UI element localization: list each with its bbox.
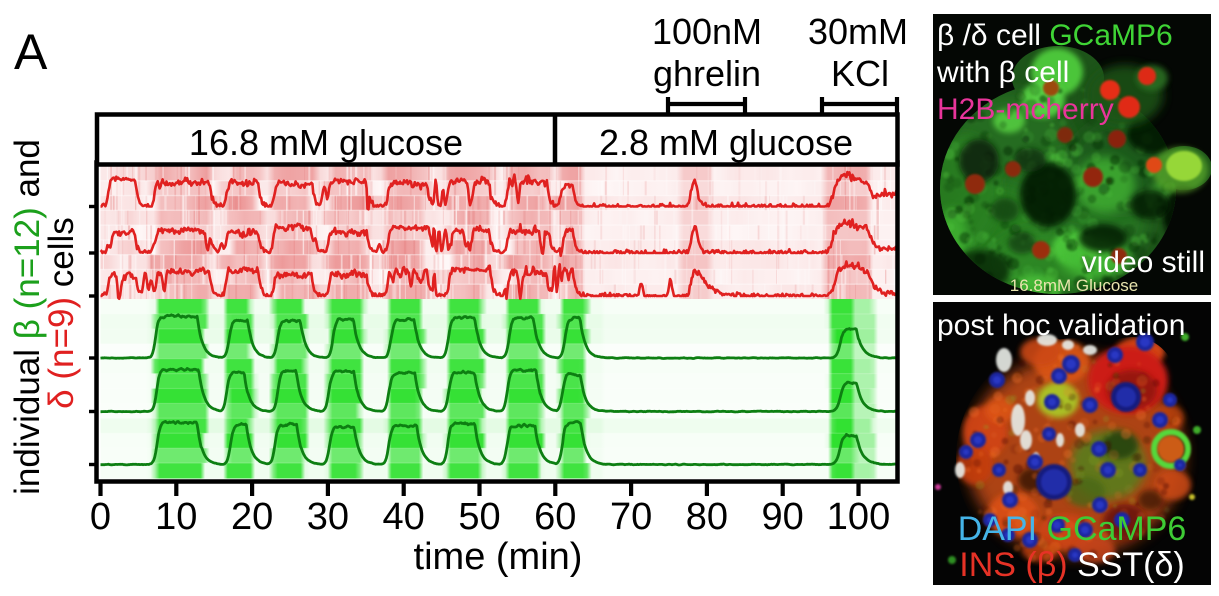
- svg-text:100: 100: [827, 496, 890, 538]
- svg-text:80: 80: [686, 496, 728, 538]
- svg-text:20: 20: [231, 496, 273, 538]
- svg-text:100nM: 100nM: [652, 11, 762, 52]
- svg-text:10: 10: [155, 496, 197, 538]
- svg-text:DAPI GCaMP6: DAPI GCaMP6: [958, 510, 1187, 548]
- svg-text:time (min): time (min): [414, 536, 583, 578]
- svg-text:H2B-mcherry: H2B-mcherry: [937, 93, 1114, 126]
- svg-text:30mM: 30mM: [808, 11, 908, 52]
- svg-text:A: A: [14, 24, 48, 80]
- svg-text:INS (β) SST(δ): INS (β) SST(δ): [959, 546, 1184, 584]
- svg-text:video still: video still: [1082, 246, 1205, 279]
- svg-text:with β cell: with β cell: [936, 56, 1069, 89]
- svg-text:90: 90: [762, 496, 804, 538]
- svg-text:70: 70: [610, 496, 652, 538]
- svg-text:50: 50: [458, 496, 500, 538]
- svg-text:KCl: KCl: [831, 53, 889, 94]
- svg-text:16.8 mM glucose: 16.8 mM glucose: [189, 122, 463, 163]
- svg-text:individual β (n=12) and: individual β (n=12) and: [8, 139, 47, 495]
- svg-text:16.8mM Glucose: 16.8mM Glucose: [1010, 276, 1139, 295]
- svg-text:40: 40: [383, 496, 425, 538]
- svg-text:0: 0: [90, 496, 111, 538]
- svg-text:30: 30: [307, 496, 349, 538]
- svg-text:ghrelin: ghrelin: [653, 53, 761, 94]
- svg-text:2.8 mM glucose: 2.8 mM glucose: [599, 122, 853, 163]
- svg-text:post hoc validation: post hoc validation: [937, 309, 1186, 342]
- svg-text:60: 60: [534, 496, 576, 538]
- svg-text:β /δ cell GCaMP6: β /δ cell GCaMP6: [937, 19, 1173, 52]
- svg-text:δ (n=9) cells: δ (n=9) cells: [42, 217, 81, 409]
